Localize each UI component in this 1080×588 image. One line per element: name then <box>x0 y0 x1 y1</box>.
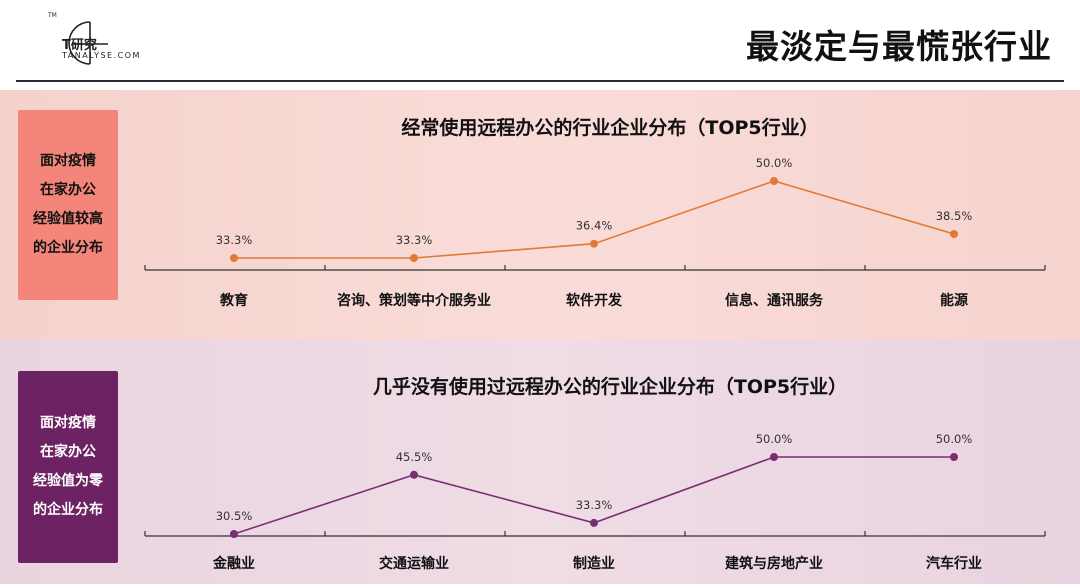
data-point <box>230 254 238 262</box>
data-label: 50.0% <box>756 432 793 446</box>
category-label: 能源 <box>940 292 968 309</box>
data-label: 50.0% <box>756 156 793 170</box>
data-label: 33.3% <box>396 233 433 247</box>
side-label-text: 面对疫情 在家办公 经验值为零 的企业分布 <box>33 415 103 518</box>
chart-title: 经常使用远程办公的行业企业分布（TOP5行业） <box>401 117 819 139</box>
header-divider <box>16 80 1064 82</box>
category-label: 咨询、策划等中介服务业 <box>337 292 491 309</box>
data-label: 33.3% <box>576 498 613 512</box>
data-point <box>950 453 958 461</box>
category-label: 建筑与房地产业 <box>725 555 823 572</box>
data-label: 38.5% <box>936 209 973 223</box>
chart-title: 几乎没有使用过远程办公的行业企业分布（TOP5行业） <box>372 376 848 398</box>
data-point <box>770 453 778 461</box>
data-point <box>590 518 598 527</box>
data-label: 30.5% <box>216 509 253 523</box>
data-point <box>950 230 958 238</box>
page-title: 最淡定与最慌张行业 <box>746 27 1052 66</box>
category-label: 汽车行业 <box>926 555 982 572</box>
data-label: 33.3% <box>216 233 253 247</box>
panel-background-top <box>0 90 1080 340</box>
category-label: 信息、通讯服务 <box>725 292 824 309</box>
data-label: 45.5% <box>396 450 433 464</box>
side-label-text: 面对疫情 在家办公 经验值较高 的企业分布 <box>33 153 103 256</box>
data-point <box>230 530 238 538</box>
data-point <box>410 254 418 262</box>
logo-icon <box>68 21 108 65</box>
brand-name-en: TANALYSE.COM <box>62 51 141 60</box>
data-point <box>410 470 418 479</box>
category-label: 金融业 <box>212 555 255 572</box>
category-label: 软件开发 <box>566 292 623 309</box>
side-label-box-high-experience: 面对疫情 在家办公 经验值较高 的企业分布 <box>18 110 118 300</box>
trademark-mark: TM <box>48 12 57 19</box>
category-label: 交通运输业 <box>379 555 449 572</box>
data-point <box>770 177 778 185</box>
header: TM T研究 TANALYSE.COM 最淡定与最慌张行业 <box>0 0 1080 86</box>
category-label: 教育 <box>220 292 248 309</box>
panel-background-bottom <box>0 340 1080 584</box>
side-label-box-zero-experience: 面对疫情 在家办公 经验值为零 的企业分布 <box>18 371 118 563</box>
data-label: 36.4% <box>576 219 613 233</box>
brand-name-cn: T研究 <box>62 38 97 53</box>
data-point <box>590 239 598 248</box>
data-label: 50.0% <box>936 432 973 446</box>
category-label: 制造业 <box>573 555 615 572</box>
